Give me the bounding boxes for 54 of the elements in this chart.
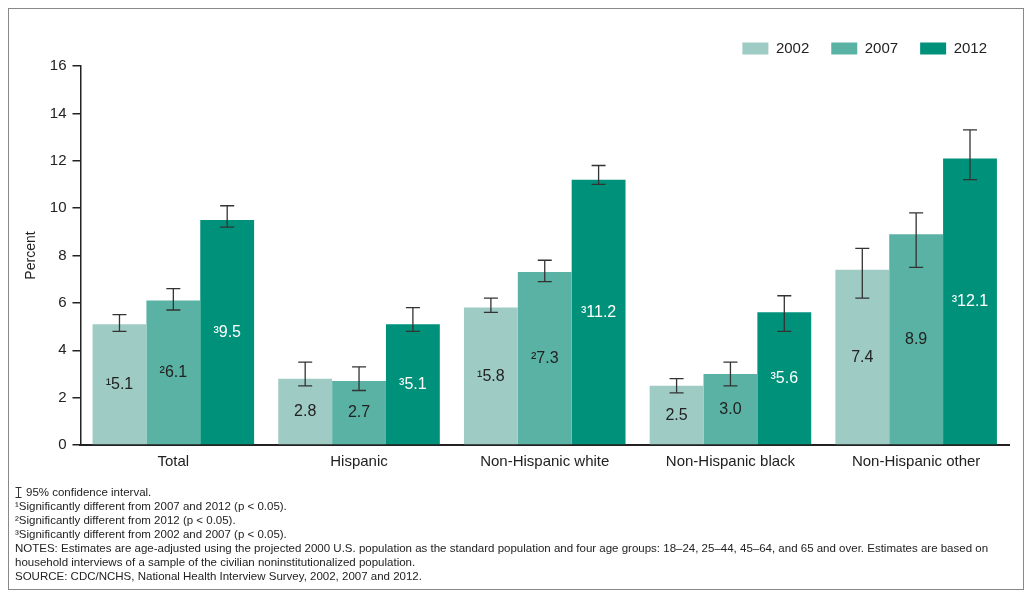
bar bbox=[835, 269, 890, 445]
y-tick-label: 16 bbox=[49, 56, 67, 74]
bar bbox=[943, 158, 997, 445]
data-label: ³5.1 bbox=[399, 375, 427, 392]
data-label: ²7.3 bbox=[530, 348, 559, 366]
bar bbox=[571, 179, 626, 445]
y-tick-label: 8 bbox=[58, 245, 67, 263]
x-tick-label: Total bbox=[157, 452, 190, 470]
x-tick-label: Hispanic bbox=[330, 452, 389, 470]
y-tick-label: 6 bbox=[58, 293, 67, 311]
y-tick-label: 14 bbox=[49, 103, 67, 121]
data-label: 2.8 bbox=[294, 402, 317, 420]
data-label: 8.9 bbox=[905, 330, 928, 347]
data-label: ³11.2 bbox=[580, 302, 617, 320]
legend-label: 2002 bbox=[775, 38, 810, 56]
y-tick-label: 2 bbox=[58, 387, 67, 405]
x-tick-label: Non-Hispanic black bbox=[665, 452, 796, 470]
bar bbox=[517, 272, 572, 445]
data-label: 3.0 bbox=[719, 399, 742, 417]
data-label: ¹5.8 bbox=[477, 366, 505, 384]
bar bbox=[385, 324, 440, 445]
y-tick-label: 12 bbox=[49, 150, 67, 168]
bar bbox=[649, 385, 704, 445]
bar bbox=[146, 300, 201, 445]
data-label: ²6.1 bbox=[159, 363, 188, 381]
y-tick-label: 10 bbox=[49, 198, 67, 216]
y-tick-label: 4 bbox=[58, 340, 67, 358]
data-label: 2.7 bbox=[347, 403, 371, 421]
text: ²Significantly different from 2012 (p < 0.05). bbox=[15, 513, 236, 527]
bar bbox=[332, 381, 386, 445]
bar bbox=[463, 307, 518, 445]
data-label: 7.4 bbox=[851, 347, 874, 365]
legend-label: 2012 bbox=[953, 38, 988, 56]
data-label: ³5.6 bbox=[770, 369, 799, 387]
bar bbox=[703, 373, 758, 445]
y-tick-label: 0 bbox=[58, 435, 67, 453]
legend-label: 2007 bbox=[864, 38, 899, 56]
y-axis-title: Percent bbox=[22, 231, 39, 280]
bar bbox=[889, 234, 944, 445]
text: NOTES: Estimates are age-adjusted using the projected 2000 U.S. population as the standard population and four age groups: 18–24, 25–44, 45–64, and 65 and over. Estimates are based on household interviews of a sample of the civilian noninstitutionalized population. bbox=[15, 541, 990, 569]
source-note: SOURCE: CDC/NCHS, National Health Interview Survey, 2002, 2007 and 2012. bbox=[15, 569, 422, 583]
text: 95% confidence interval. bbox=[26, 485, 152, 499]
data-label: 2.5 bbox=[665, 405, 688, 423]
bar bbox=[200, 219, 255, 445]
bar bbox=[92, 324, 147, 445]
data-label: ³9.5 bbox=[213, 322, 242, 340]
data-label: ³12.1 bbox=[951, 292, 989, 310]
x-tick-label: Non-Hispanic other bbox=[851, 452, 981, 470]
text: ¹Significantly different from 2007 and 2012 (p < 0.05). bbox=[15, 499, 287, 513]
bar bbox=[757, 312, 812, 445]
data-label: ¹5.1 bbox=[105, 375, 134, 392]
bar bbox=[278, 378, 333, 445]
x-tick-label: Non-Hispanic white bbox=[480, 452, 610, 470]
text: ³Significantly different from 2002 and 2007 (p < 0.05). bbox=[15, 527, 287, 541]
